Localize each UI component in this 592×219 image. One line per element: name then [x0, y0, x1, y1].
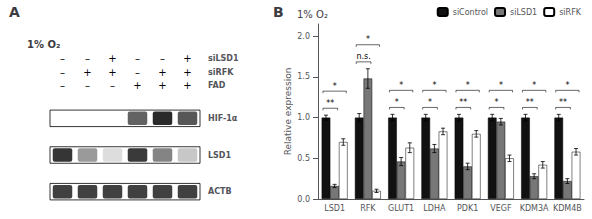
svg-text:+: +: [108, 67, 116, 78]
svg-text:1% O₂: 1% O₂: [297, 9, 328, 20]
svg-text:KDM3A: KDM3A: [520, 204, 549, 213]
svg-text:B: B: [273, 4, 284, 20]
svg-text:n.s.: n.s.: [356, 52, 370, 61]
svg-text:siLSD1: siLSD1: [510, 8, 537, 17]
svg-text:siControl: siControl: [453, 8, 488, 17]
svg-text:*: *: [532, 81, 536, 90]
svg-text:KDM4B: KDM4B: [553, 204, 582, 213]
svg-text:siLSD1: siLSD1: [208, 54, 239, 63]
svg-text:*: *: [399, 81, 403, 90]
svg-text:–: –: [135, 67, 140, 78]
svg-text:LSD1: LSD1: [324, 204, 345, 213]
svg-text:+: +: [83, 67, 91, 78]
svg-text:+: +: [183, 53, 191, 64]
svg-text:siRFK: siRFK: [559, 8, 582, 17]
svg-text:–: –: [60, 80, 65, 91]
svg-text:ACTB: ACTB: [208, 187, 232, 196]
svg-text:2.0: 2.0: [297, 32, 310, 41]
svg-text:LSD1: LSD1: [208, 151, 232, 160]
svg-text:RFK: RFK: [360, 204, 376, 213]
svg-text:–: –: [160, 53, 165, 64]
svg-text:*: *: [466, 81, 470, 90]
svg-text:GLUT1: GLUT1: [388, 204, 414, 213]
svg-text:**: **: [526, 98, 534, 107]
svg-text:PDK1: PDK1: [457, 204, 478, 213]
svg-text:*: *: [333, 82, 337, 91]
svg-text:1.0: 1.0: [297, 113, 310, 122]
svg-text:+: +: [183, 67, 191, 78]
svg-text:siRFK: siRFK: [208, 68, 234, 77]
svg-text:*: *: [565, 81, 569, 90]
svg-text:*: *: [432, 81, 436, 90]
svg-text:*: *: [499, 81, 503, 90]
svg-text:FAD: FAD: [208, 81, 226, 90]
svg-text:+: +: [183, 80, 191, 91]
svg-text:–: –: [60, 53, 65, 64]
svg-text:+: +: [133, 80, 141, 91]
svg-text:1.5: 1.5: [297, 72, 310, 81]
svg-text:A: A: [9, 4, 20, 20]
svg-text:–: –: [60, 67, 65, 78]
svg-text:+: +: [158, 67, 166, 78]
svg-text:LDHA: LDHA: [423, 204, 446, 213]
svg-text:–: –: [85, 80, 90, 91]
svg-text:*: *: [495, 98, 499, 107]
svg-text:–: –: [110, 80, 115, 91]
svg-text:Relative expression: Relative expression: [283, 68, 293, 156]
svg-text:–: –: [85, 53, 90, 64]
svg-text:–: –: [135, 53, 140, 64]
svg-text:*: *: [366, 35, 370, 44]
svg-text:0.5: 0.5: [297, 154, 310, 163]
svg-text:1% O₂: 1% O₂: [27, 39, 60, 50]
svg-text:*: *: [428, 98, 432, 107]
svg-text:*: *: [395, 98, 399, 107]
svg-text:**: **: [559, 98, 567, 107]
svg-text:+: +: [108, 53, 116, 64]
svg-text:+: +: [158, 80, 166, 91]
svg-text:VEGF: VEGF: [490, 204, 512, 213]
svg-text:**: **: [459, 98, 467, 107]
svg-text:**: **: [326, 99, 334, 108]
svg-text:HIF-1α: HIF-1α: [208, 114, 238, 123]
svg-text:0.0: 0.0: [297, 195, 310, 204]
